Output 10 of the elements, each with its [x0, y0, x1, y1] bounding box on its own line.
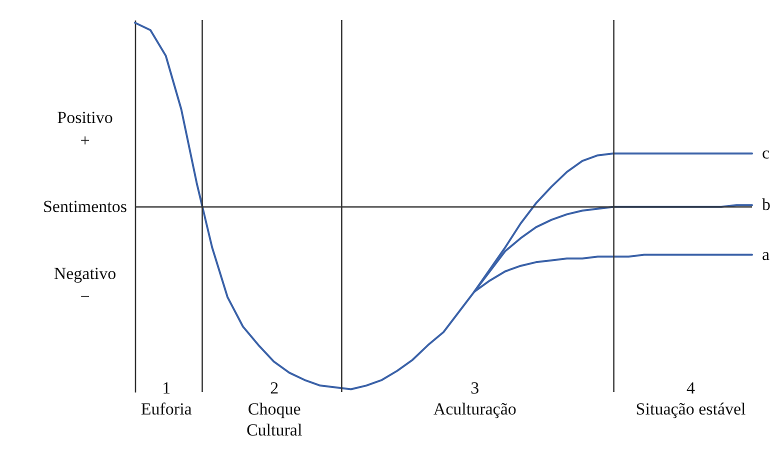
- text: Sentimentos: [42, 196, 128, 216]
- series-label: a: [762, 244, 770, 264]
- x-tick-label: 3 Aculturação: [433, 378, 516, 418]
- x-tick-label: 4 Situação estável: [636, 378, 746, 418]
- x-tick-label: 1 Euforia: [140, 378, 192, 418]
- text: Negativo −: [54, 264, 116, 306]
- text: Positivo +: [57, 108, 113, 150]
- series-label: c: [762, 144, 770, 163]
- x-tick-label: 2 Choque Cultural: [246, 378, 302, 440]
- series-label: b: [762, 195, 770, 214]
